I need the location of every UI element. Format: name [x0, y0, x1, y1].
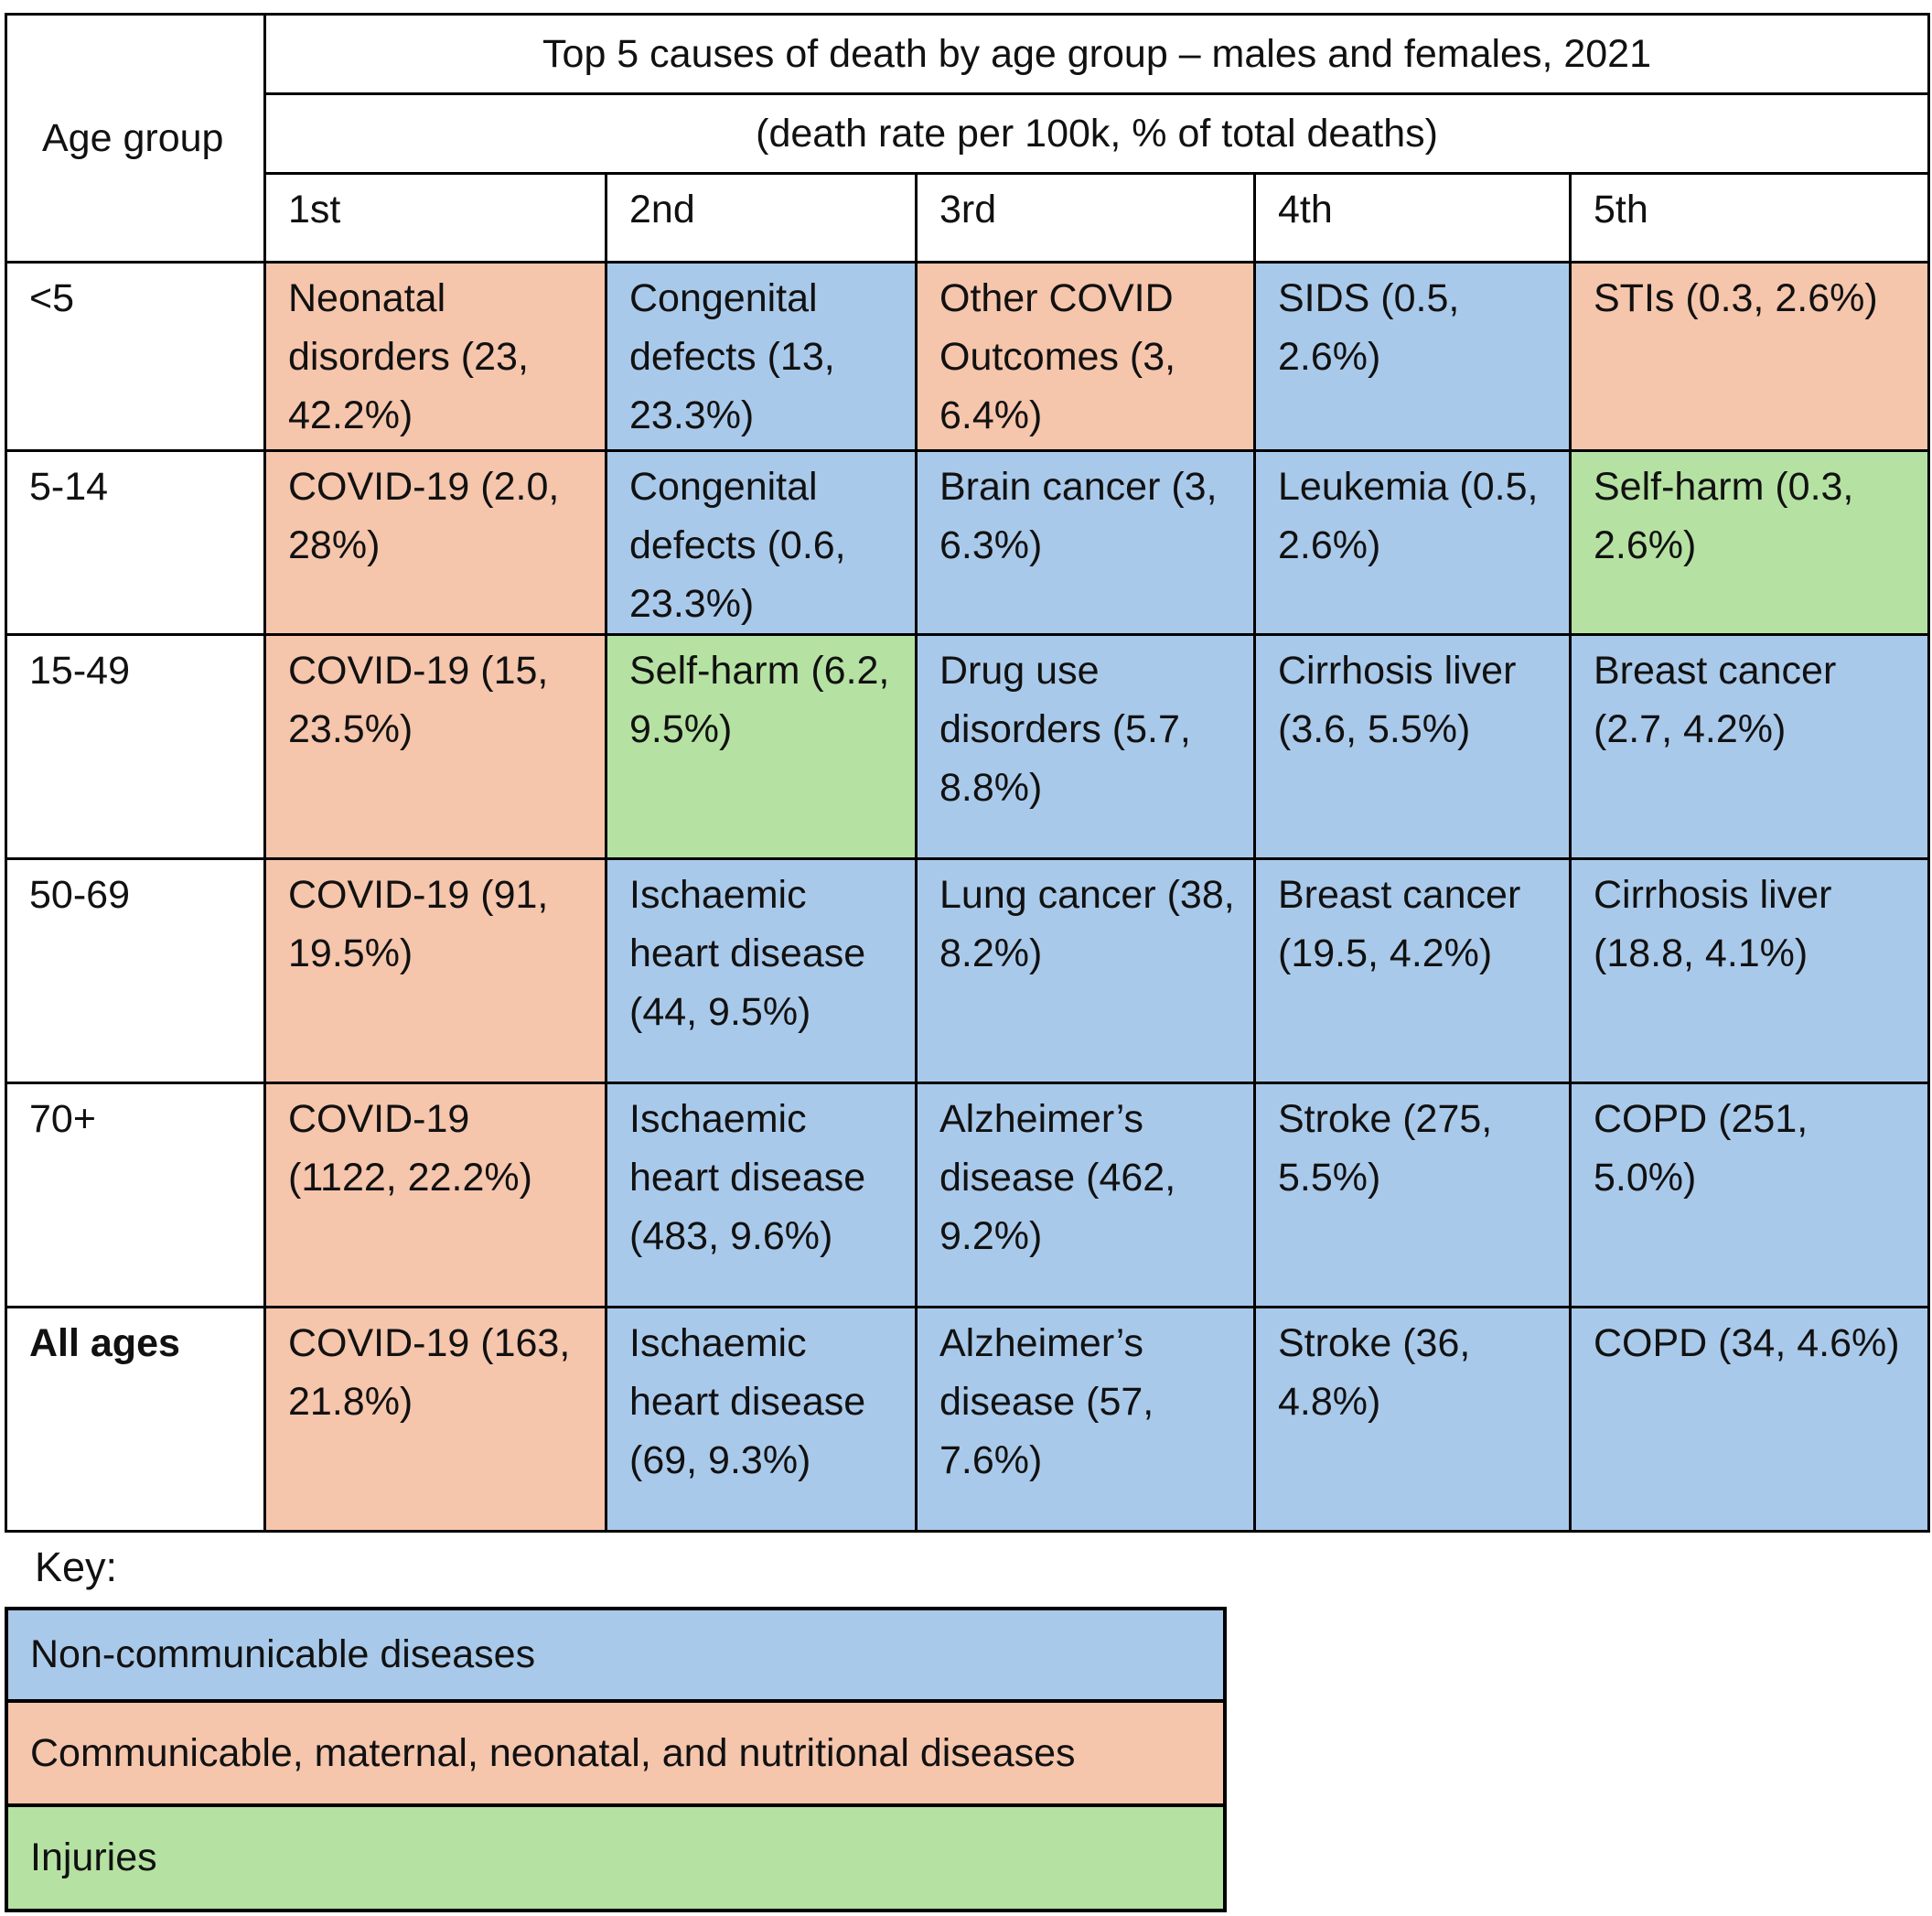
cause-cell: Alzheimer’s disease (462, 9.2%)	[915, 1082, 1256, 1308]
rank-header: 3rd	[915, 172, 1256, 264]
key-item-injuries: Injuries	[5, 1803, 1227, 1912]
cause-cell: STIs (0.3, 2.6%)	[1568, 261, 1931, 452]
table-row: 50-69 COVID-19 (91, 19.5%) Ischaemic hea…	[5, 857, 1931, 1084]
legend-key: Non-communicable diseases Communicable, …	[5, 1607, 1227, 1912]
age-group-cell: 50-69	[5, 857, 266, 1084]
cause-cell: COPD (34, 4.6%)	[1568, 1306, 1931, 1533]
age-group-cell: 70+	[5, 1082, 266, 1308]
key-label: Key:	[35, 1544, 118, 1590]
age-group-header: Age group	[5, 13, 266, 264]
rank-header: 1st	[263, 172, 607, 264]
causes-of-death-table: Age group Top 5 causes of death by age g…	[5, 13, 1931, 1533]
table-row: 5-14 COVID-19 (2.0, 28%) Congenital defe…	[5, 449, 1931, 636]
cause-cell: Other COVID Outcomes (3, 6.4%)	[915, 261, 1256, 452]
cause-cell: Stroke (275, 5.5%)	[1253, 1082, 1572, 1308]
table-subtitle: (death rate per 100k, % of total deaths)	[263, 92, 1931, 175]
rank-header: 2nd	[605, 172, 918, 264]
cause-cell: Breast cancer (19.5, 4.2%)	[1253, 857, 1572, 1084]
age-group-cell: 15-49	[5, 633, 266, 860]
rank-header: 5th	[1568, 172, 1931, 264]
age-group-cell: All ages	[5, 1306, 266, 1533]
cause-cell: Congenital defects (0.6, 23.3%)	[605, 449, 918, 636]
cause-cell: COVID-19 (163, 21.8%)	[263, 1306, 607, 1533]
cause-cell: Congenital defects (13, 23.3%)	[605, 261, 918, 452]
cause-cell: Ischaemic heart disease (483, 9.6%)	[605, 1082, 918, 1308]
cause-cell: Self-harm (0.3, 2.6%)	[1568, 449, 1931, 636]
cause-cell: Neonatal disorders (23, 42.2%)	[263, 261, 607, 452]
rank-header: 4th	[1253, 172, 1572, 264]
cause-cell: Breast cancer (2.7, 4.2%)	[1568, 633, 1931, 860]
cause-cell: Stroke (36, 4.8%)	[1253, 1306, 1572, 1533]
cause-cell: Drug use disorders (5.7, 8.8%)	[915, 633, 1256, 860]
cause-cell: COVID-19 (2.0, 28%)	[263, 449, 607, 636]
cause-cell: COVID-19 (15, 23.5%)	[263, 633, 607, 860]
table-row: 15-49 COVID-19 (15, 23.5%) Self-harm (6.…	[5, 633, 1931, 860]
cause-cell: COPD (251, 5.0%)	[1568, 1082, 1931, 1308]
table-row: <5 Neonatal disorders (23, 42.2%) Congen…	[5, 261, 1931, 452]
cause-cell: Cirrhosis liver (3.6, 5.5%)	[1253, 633, 1572, 860]
cause-cell: Self-harm (6.2, 9.5%)	[605, 633, 918, 860]
cause-cell: Alzheimer’s disease (57, 7.6%)	[915, 1306, 1256, 1533]
cause-cell: Leukemia (0.5, 2.6%)	[1253, 449, 1572, 636]
key-item-non-communicable: Non-communicable diseases	[5, 1607, 1227, 1703]
cause-cell: SIDS (0.5, 2.6%)	[1253, 261, 1572, 452]
cause-cell: Lung cancer (38, 8.2%)	[915, 857, 1256, 1084]
cause-cell: COVID-19 (91, 19.5%)	[263, 857, 607, 1084]
table-title: Top 5 causes of death by age group – mal…	[263, 13, 1931, 95]
cause-cell: Ischaemic heart disease (69, 9.3%)	[605, 1306, 918, 1533]
cause-cell: Cirrhosis liver (18.8, 4.1%)	[1568, 857, 1931, 1084]
cause-cell: COVID-19 (1122, 22.2%)	[263, 1082, 607, 1308]
cause-cell: Brain cancer (3, 6.3%)	[915, 449, 1256, 636]
cause-cell: Ischaemic heart disease (44, 9.5%)	[605, 857, 918, 1084]
age-group-cell: 5-14	[5, 449, 266, 636]
key-item-communicable: Communicable, maternal, neonatal, and nu…	[5, 1699, 1227, 1807]
table-row: 70+ COVID-19 (1122, 22.2%) Ischaemic hea…	[5, 1082, 1931, 1308]
table-row: All ages COVID-19 (163, 21.8%) Ischaemic…	[5, 1306, 1931, 1533]
age-group-cell: <5	[5, 261, 266, 452]
